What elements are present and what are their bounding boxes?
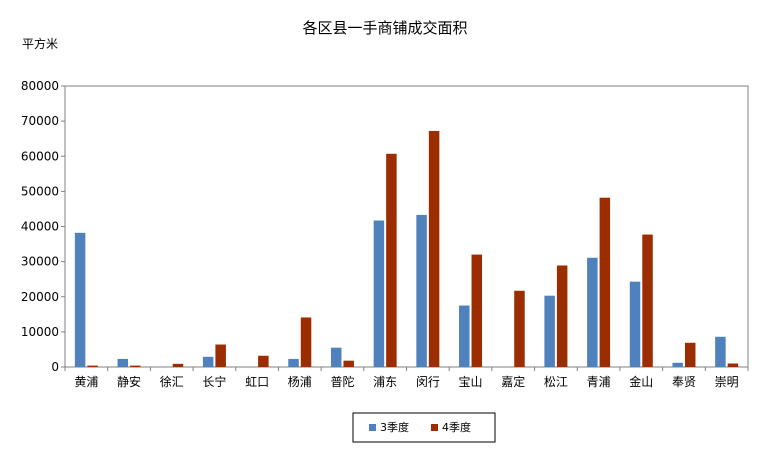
- bar: [87, 365, 98, 367]
- bar: [215, 344, 226, 367]
- y-tick-label: 10000: [21, 325, 59, 339]
- bar: [544, 295, 555, 367]
- y-tick-label: 20000: [21, 290, 59, 304]
- bar: [386, 153, 397, 367]
- legend-box: [352, 412, 496, 443]
- x-tick-label: 松江: [544, 375, 568, 389]
- bar: [300, 317, 312, 367]
- bar: [288, 358, 299, 367]
- bar: [258, 355, 269, 367]
- x-tick-label: 杨浦: [288, 374, 312, 389]
- y-tick-label: 70000: [21, 114, 59, 128]
- y-tick-label: 60000: [21, 149, 59, 163]
- bar: [672, 362, 683, 367]
- x-tick-label: 黄浦: [74, 375, 98, 389]
- legend: 3季度 4季度: [352, 412, 496, 443]
- x-tick-label: 崇明: [715, 375, 739, 389]
- bar: [684, 342, 696, 367]
- bar: [727, 363, 739, 367]
- x-tick-label: 嘉定: [501, 374, 525, 389]
- y-tick-label: 80000: [21, 79, 59, 93]
- bar: [373, 220, 385, 367]
- x-tick-label: 金山: [629, 374, 653, 389]
- bar: [642, 234, 653, 367]
- bar: [330, 347, 342, 367]
- bar: [428, 130, 440, 367]
- x-tick-label: 普陀: [330, 374, 354, 389]
- bar: [74, 232, 86, 367]
- y-tick-label: 50000: [21, 184, 59, 198]
- y-axis-label: 平方米: [22, 36, 58, 51]
- bar: [202, 356, 214, 367]
- x-tick-label: 长宁: [202, 374, 226, 389]
- bar: [471, 254, 483, 367]
- plot-area: 0 10000 20000 30000 40000 50000 60000 70000 8000…: [21, 79, 749, 389]
- y-tick-label: 40000: [21, 220, 59, 234]
- x-tick-label: 宝山: [459, 375, 483, 389]
- legend-label: 3季度: [380, 420, 409, 434]
- x-tick-label: 静安: [117, 374, 141, 389]
- x-tick-label: 浦东: [373, 375, 397, 389]
- bar: [459, 305, 470, 367]
- bar: [416, 214, 427, 367]
- x-tick-label: 徐汇: [160, 374, 184, 389]
- legend-swatch: [431, 424, 438, 431]
- bar: [715, 336, 726, 367]
- bar: [514, 290, 525, 367]
- bar: [587, 257, 598, 367]
- bar: [343, 360, 354, 367]
- legend-swatch: [369, 424, 376, 431]
- y-tick-label: 0: [51, 360, 59, 374]
- bar: [117, 358, 129, 367]
- x-tick-label: 奉贤: [672, 375, 696, 389]
- bar: [629, 281, 641, 367]
- x-tick-label: 虹口: [245, 375, 269, 389]
- bar: [130, 365, 141, 367]
- bar: [556, 265, 568, 367]
- legend-label: 4季度: [442, 420, 471, 434]
- y-tick-label: 30000: [21, 255, 59, 269]
- bar: [172, 363, 184, 367]
- x-tick-label: 闵行: [416, 374, 440, 389]
- bar: [599, 197, 611, 367]
- chart-title: 各区县一手商铺成交面积: [302, 19, 467, 37]
- x-tick-label: 青浦: [587, 375, 611, 389]
